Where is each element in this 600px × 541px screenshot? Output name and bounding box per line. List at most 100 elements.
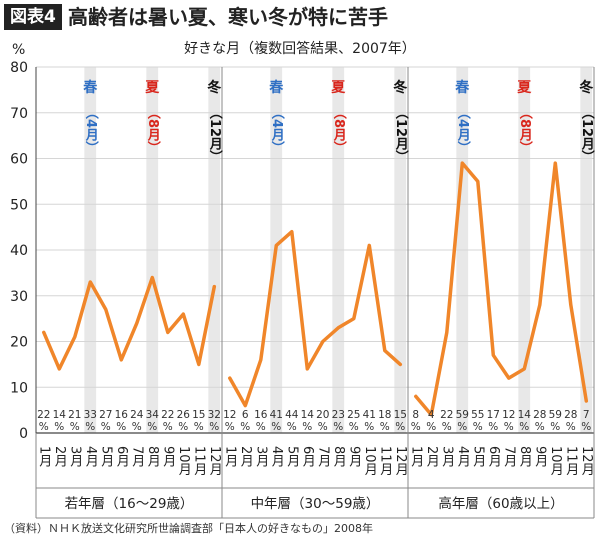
data-unit-label: %: [333, 421, 343, 433]
x-tick-label: 12月: [393, 446, 409, 477]
y-axis-unit: %: [12, 42, 25, 58]
data-unit-label: %: [457, 421, 467, 433]
data-unit-label: %: [225, 421, 235, 433]
data-unit-label: %: [442, 421, 452, 433]
season-month-label: （8月）: [517, 106, 534, 154]
chart-title: 好きな月（複数回答結果、2007年）: [184, 41, 416, 57]
x-tick-label: 11月: [377, 446, 393, 477]
data-value-label: 59: [456, 409, 469, 421]
season-label: 春: [454, 79, 470, 96]
data-value-label: 28: [533, 409, 546, 421]
data-value-label: 20: [316, 409, 329, 421]
data-unit-label: %: [550, 421, 560, 433]
data-value-label: 26: [177, 409, 191, 421]
series-group-label: 高年層（60歳以上）: [438, 495, 563, 512]
x-tick-label: 3月: [439, 446, 455, 469]
series-line: [42, 275, 217, 371]
data-value-label: 34: [146, 409, 160, 421]
y-tick-label: 40: [10, 243, 28, 259]
x-tick-label: 7月: [501, 446, 517, 469]
data-unit-label: %: [39, 421, 49, 433]
data-unit-label: %: [194, 421, 204, 433]
x-tick-label: 8月: [145, 446, 161, 469]
series-group-label: 中年層（30〜59歳）: [251, 496, 380, 512]
data-value-label: 22: [161, 409, 174, 421]
data-unit-label: %: [566, 421, 576, 433]
data-value-label: 4: [428, 409, 435, 421]
series-group-label: 若年層（16〜29歳）: [65, 496, 194, 512]
y-tick-label: 0: [19, 426, 28, 442]
data-value-label: 24: [130, 409, 144, 421]
data-unit-label: %: [349, 421, 359, 433]
data-unit-label: %: [132, 421, 142, 433]
data-unit-label: %: [256, 421, 266, 433]
data-unit-label: %: [519, 421, 529, 433]
data-value-label: 41: [363, 409, 376, 421]
data-unit-label: %: [302, 421, 312, 433]
x-tick-label: 6月: [486, 446, 502, 469]
x-tick-label: 2月: [424, 446, 440, 469]
data-value-label: 18: [378, 409, 391, 421]
data-unit-label: %: [54, 421, 64, 433]
chart-header: 図表4 高齢者は暑い夏、寒い冬が特に苦手: [0, 0, 600, 34]
data-unit-label: %: [473, 421, 483, 433]
source-note: （資料）ＮＨＫ放送文化研究所世論調査部「日本人の好きなもの」2008年: [4, 522, 373, 535]
season-label: 春: [82, 79, 98, 96]
data-value-label: 25: [347, 409, 360, 421]
data-unit-label: %: [535, 421, 545, 433]
data-unit-label: %: [504, 421, 514, 433]
x-tick-label: 10月: [362, 446, 378, 477]
data-value-label: 55: [471, 409, 484, 421]
figure-badge: 図表4: [4, 4, 62, 30]
data-value-label: 12: [223, 409, 236, 421]
season-label: 冬: [393, 79, 407, 96]
season-month-label: （12月）: [393, 106, 410, 163]
x-tick-label: 11月: [563, 446, 579, 477]
season-label: 夏: [145, 79, 160, 96]
season-month-label: （8月）: [145, 106, 162, 154]
season-month-label: （4月）: [83, 106, 100, 154]
series-line: [228, 229, 403, 408]
x-tick-label: 2月: [238, 446, 254, 469]
data-unit-label: %: [364, 421, 374, 433]
data-value-label: 21: [68, 409, 81, 421]
data-value-label: 28: [564, 409, 577, 421]
x-tick-label: 2月: [52, 446, 68, 469]
season-label: 冬: [207, 79, 221, 96]
y-tick-label: 70: [10, 106, 28, 122]
x-tick-label: 5月: [98, 446, 114, 469]
data-unit-label: %: [178, 421, 188, 433]
x-tick-label: 6月: [300, 446, 316, 469]
data-unit-label: %: [240, 421, 250, 433]
data-value-label: 16: [254, 409, 268, 421]
x-tick-label: 8月: [517, 446, 533, 469]
y-tick-label: 60: [10, 152, 28, 168]
season-month-label: （12月）: [579, 106, 596, 163]
x-tick-label: 9月: [160, 446, 176, 469]
data-unit-label: %: [70, 421, 80, 433]
data-value-label: 33: [84, 409, 97, 421]
x-tick-label: 5月: [470, 446, 486, 469]
page-title: 高齢者は暑い夏、寒い冬が特に苦手: [68, 5, 388, 29]
data-value-label: 22: [37, 409, 50, 421]
data-value-label: 15: [192, 409, 205, 421]
season-month-label: （8月）: [331, 106, 348, 154]
data-unit-label: %: [147, 421, 157, 433]
y-tick-label: 20: [10, 335, 28, 351]
x-tick-label: 9月: [346, 446, 362, 469]
data-unit-label: %: [488, 421, 498, 433]
data-value-label: 32: [208, 409, 221, 421]
data-value-label: 15: [394, 409, 407, 421]
x-tick-label: 8月: [331, 446, 347, 469]
season-label: 冬: [579, 79, 593, 96]
data-value-label: 59: [549, 409, 562, 421]
data-value-label: 7: [583, 409, 590, 421]
data-unit-label: %: [209, 421, 219, 433]
x-tick-label: 3月: [67, 446, 83, 469]
x-tick-label: 12月: [207, 446, 223, 477]
y-tick-label: 80: [10, 60, 28, 76]
data-unit-label: %: [411, 421, 421, 433]
data-unit-label: %: [426, 421, 436, 433]
data-unit-label: %: [287, 421, 297, 433]
x-tick-label: 1月: [408, 446, 424, 469]
